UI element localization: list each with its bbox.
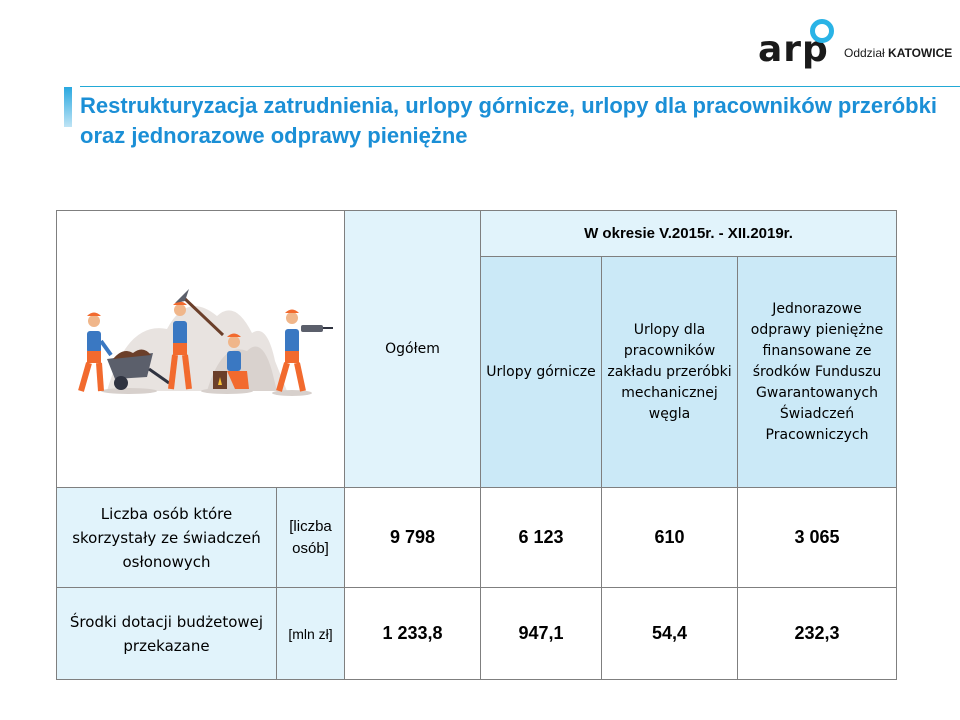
value-funds-processing: 54,4 (601, 587, 738, 680)
row-unit-persons: [liczba osób] (276, 487, 345, 588)
logo-ring-icon (810, 19, 834, 43)
miners-illustration (78, 289, 333, 396)
table-row: Środki dotacji budżetowej przekazane [ml… (56, 587, 897, 680)
row-label-persons: Liczba osób które skorzystały ze świadcz… (56, 487, 277, 588)
value-persons-severance: 3 065 (737, 487, 897, 588)
col-header-severance: Jednorazowe odprawy pieniężne finansowan… (737, 256, 897, 488)
arp-logo: arp Oddział KATOWICE (758, 14, 952, 74)
logo-branch: Oddział KATOWICE (844, 46, 953, 60)
value-funds-total: 1 233,8 (344, 587, 481, 680)
total-header: Ogółem (344, 210, 481, 488)
page-title: Restrukturyzacja zatrudnienia, urlopy gó… (80, 93, 937, 148)
header-divider (80, 86, 960, 87)
value-persons-total: 9 798 (344, 487, 481, 588)
value-funds-severance: 232,3 (737, 587, 897, 680)
value-funds-mining: 947,1 (480, 587, 602, 680)
col-header-processing-leave: Urlopy dla pracowników zakładu przeróbki… (601, 256, 738, 488)
summary-table: Ogółem W okresie V.2015r. - XII.2019r. U… (56, 209, 897, 680)
col-header-mining-leave: Urlopy górnicze (480, 256, 602, 488)
period-header: W okresie V.2015r. - XII.2019r. (480, 209, 897, 258)
row-label-funds: Środki dotacji budżetowej przekazane (56, 587, 277, 680)
illustration-cell (56, 210, 345, 488)
title-accent-bar (64, 87, 72, 127)
value-persons-mining: 6 123 (480, 487, 602, 588)
table-row: Liczba osób które skorzystały ze świadcz… (56, 487, 897, 588)
row-unit-funds: [mln zł] (276, 587, 345, 680)
value-persons-processing: 610 (601, 487, 738, 588)
